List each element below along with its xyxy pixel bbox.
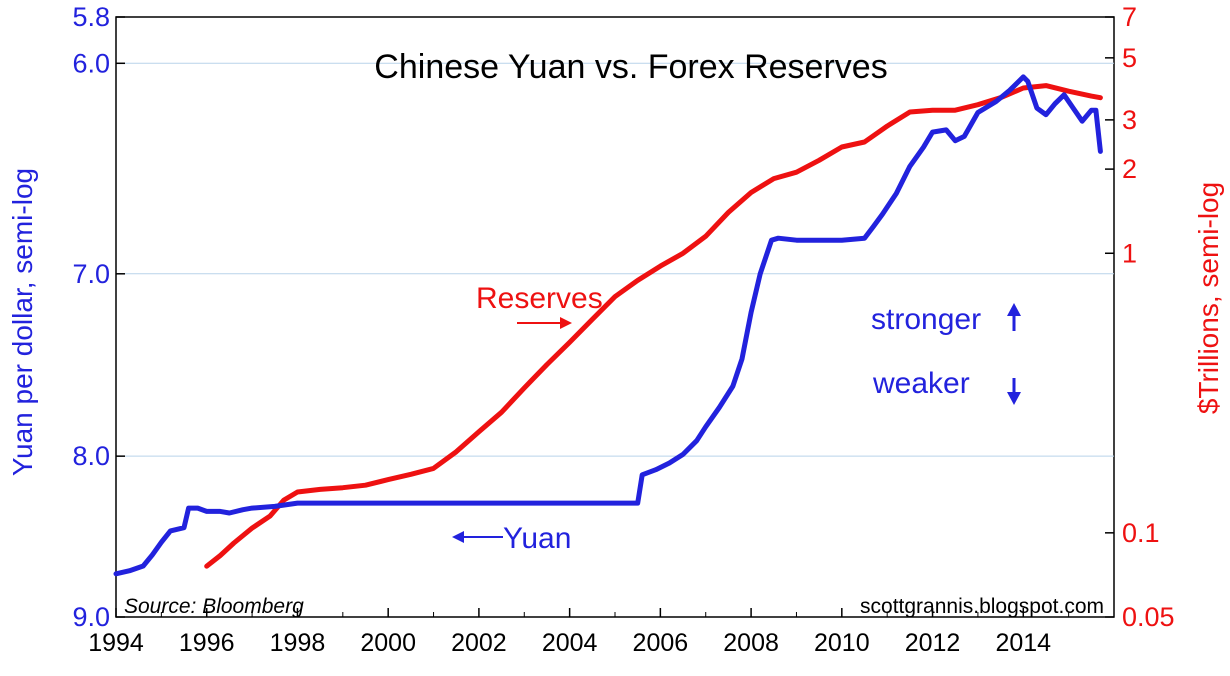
reserves-arrow-icon (517, 317, 572, 329)
left-tick-label: 5.8 (72, 2, 110, 32)
right-tick-label: 2 (1122, 154, 1137, 184)
right-axis-ticks: 7 5 3 2 1 0.1 0.05 (1105, 2, 1175, 632)
right-axis-label: $Trillions, semi-log (1193, 182, 1224, 414)
stronger-label: stronger (871, 303, 981, 336)
arrow-up-icon (1007, 303, 1021, 331)
x-tick-label: 1996 (179, 629, 235, 657)
left-axis-ticks: 5.8 6.0 7.0 8.0 9.0 (72, 2, 125, 632)
x-tick-label: 2010 (814, 629, 870, 657)
x-tick-label: 1998 (270, 629, 326, 657)
chart-title: Chinese Yuan vs. Forex Reserves (374, 48, 887, 86)
right-tick-label: 0.05 (1122, 602, 1175, 632)
gridlines (116, 62, 1114, 457)
yuan-label: Yuan (503, 522, 571, 555)
x-tick-label: 2006 (633, 629, 689, 657)
x-tick-label: 2008 (723, 629, 779, 657)
series-line-reserves (204, 83, 1103, 569)
right-tick-label: 0.1 (1122, 518, 1160, 548)
source-note: Source: Bloomberg (124, 595, 304, 618)
left-tick-label: 7.0 (72, 259, 110, 289)
left-axis-label: Yuan per dollar, semi-log (7, 168, 38, 476)
series-layer (113, 74, 1103, 577)
x-tick-label: 2002 (451, 629, 507, 657)
website-credit: scottgrannis.blogspot.com (860, 595, 1104, 618)
right-tick-label: 7 (1122, 2, 1137, 32)
x-tick-label: 1994 (88, 629, 144, 657)
right-tick-label: 5 (1122, 43, 1137, 73)
right-tick-label: 3 (1122, 105, 1137, 135)
series-line-yuan (113, 74, 1103, 577)
left-tick-label: 6.0 (72, 48, 110, 78)
x-tick-label: 2012 (905, 629, 961, 657)
x-tick-label: 2004 (542, 629, 598, 657)
left-tick-label: 9.0 (72, 602, 110, 632)
weaker-label: weaker (872, 367, 970, 400)
x-tick-label: 2014 (995, 629, 1051, 657)
yuan-arrow-icon (452, 531, 503, 543)
reserves-label: Reserves (476, 282, 603, 315)
left-tick-label: 8.0 (72, 441, 110, 471)
x-tick-label: 2000 (360, 629, 416, 657)
right-tick-label: 1 (1122, 238, 1137, 268)
arrow-down-icon (1007, 378, 1021, 405)
x-axis-ticks: 1994 1996 1998 2000 2002 2004 2006 2008 2010 2012… (88, 608, 1070, 657)
